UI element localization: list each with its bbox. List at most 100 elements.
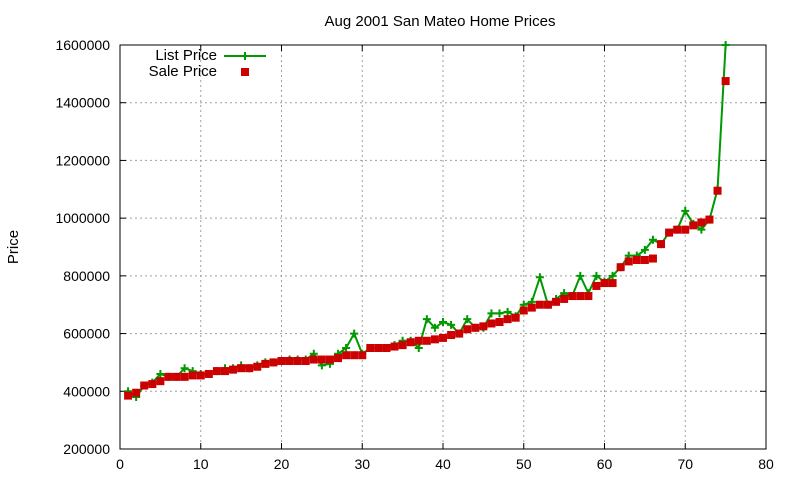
data-point-sale-price	[382, 344, 391, 352]
series-layer	[124, 41, 730, 402]
x-tick-label: 30	[354, 456, 370, 472]
data-point-sale-price	[560, 294, 569, 303]
data-point-sale-price	[212, 367, 221, 376]
data-point-sale-price	[632, 255, 641, 264]
data-point-sale-price	[447, 331, 456, 340]
y-tick-label: 1400000	[55, 95, 110, 111]
data-point-sale-price	[180, 372, 189, 381]
data-point-list-price	[342, 344, 351, 352]
data-point-sale-price	[309, 355, 318, 364]
y-tick-label: 1600000	[55, 37, 110, 53]
data-point-sale-price	[543, 300, 552, 309]
data-point-sale-price	[479, 322, 488, 331]
legend-marker-sale-price	[241, 68, 249, 76]
legend: List Price Sale Price	[149, 47, 266, 80]
data-point-list-price	[592, 271, 601, 280]
data-point-sale-price	[463, 325, 472, 334]
data-point-sale-price	[511, 313, 520, 322]
data-point-sale-price	[358, 351, 367, 360]
data-point-sale-price	[519, 306, 528, 315]
axis-ticks: 0 10 20 30 40 50 60 70 80 200000 400000 600000 80000…	[55, 37, 774, 472]
data-point-list-price	[495, 309, 504, 318]
data-point-list-price	[156, 369, 165, 378]
data-point-list-price	[422, 315, 431, 324]
data-point-sale-price	[269, 358, 278, 367]
data-point-sale-price	[156, 377, 165, 386]
data-point-list-price	[414, 344, 423, 352]
data-point-sale-price	[124, 391, 133, 400]
data-point-sale-price	[245, 364, 254, 373]
x-tick-label: 60	[597, 456, 613, 472]
data-point-sale-price	[624, 257, 633, 266]
x-tick-label: 80	[758, 456, 774, 472]
data-point-sale-price	[164, 372, 173, 381]
data-point-sale-price	[188, 371, 197, 380]
data-point-sale-price	[430, 335, 439, 344]
data-point-list-price	[697, 225, 706, 234]
data-point-sale-price	[220, 367, 229, 376]
data-point-sale-price	[229, 365, 238, 374]
y-tick-label: 600000	[63, 326, 110, 342]
data-point-sale-price	[487, 319, 496, 328]
data-point-sale-price	[414, 336, 423, 345]
data-point-sale-price	[285, 356, 294, 365]
legend-label-list-price: List Price	[155, 47, 217, 64]
data-point-sale-price	[132, 388, 141, 397]
data-point-sale-price	[713, 186, 722, 195]
data-point-list-price	[447, 320, 456, 329]
y-tick-label: 1000000	[55, 210, 110, 226]
data-point-sale-price	[657, 240, 666, 249]
data-point-sale-price	[689, 221, 698, 230]
data-point-sale-price	[390, 342, 399, 351]
data-point-sale-price	[648, 254, 657, 263]
data-point-sale-price	[673, 225, 682, 234]
grid-lines	[120, 45, 766, 449]
data-point-sale-price	[592, 281, 601, 290]
y-tick-label: 200000	[63, 441, 110, 457]
data-point-sale-price	[665, 228, 674, 237]
data-point-sale-price	[576, 292, 585, 301]
data-point-sale-price	[317, 355, 326, 364]
x-tick-label: 40	[435, 456, 451, 472]
data-point-sale-price	[697, 218, 706, 227]
data-point-sale-price	[140, 381, 149, 390]
data-point-sale-price	[334, 354, 343, 363]
data-point-list-price	[430, 323, 439, 332]
data-point-sale-price	[721, 77, 730, 86]
data-point-list-price	[463, 315, 472, 324]
data-point-list-price	[608, 271, 617, 280]
x-tick-label: 20	[274, 456, 290, 472]
data-point-sale-price	[277, 356, 286, 365]
chart-title: Aug 2001 San Mateo Home Prices	[325, 13, 556, 30]
x-tick-label: 0	[116, 456, 124, 472]
data-point-sale-price	[608, 279, 617, 288]
data-point-list-price	[487, 309, 496, 318]
data-point-sale-price	[301, 356, 310, 365]
data-point-sale-price	[172, 372, 181, 381]
data-point-list-price	[503, 307, 512, 316]
data-point-list-price	[535, 273, 544, 282]
data-point-sale-price	[374, 344, 383, 352]
legend-marker-list-price	[241, 52, 249, 60]
x-tick-label: 10	[193, 456, 209, 472]
data-point-sale-price	[552, 297, 561, 306]
data-point-sale-price	[366, 344, 375, 352]
data-point-list-price	[350, 329, 359, 338]
data-point-list-price	[681, 206, 690, 215]
data-point-sale-price	[471, 323, 480, 332]
data-point-sale-price	[261, 359, 270, 368]
data-point-sale-price	[600, 279, 609, 288]
x-tick-label: 70	[677, 456, 693, 472]
data-point-list-price	[439, 318, 447, 327]
y-tick-label: 1200000	[55, 152, 110, 168]
data-point-sale-price	[293, 356, 302, 365]
data-point-sale-price	[503, 315, 512, 324]
data-point-sale-price	[584, 292, 593, 301]
data-point-sale-price	[325, 355, 334, 364]
data-point-sale-price	[705, 215, 714, 224]
data-point-list-price	[648, 235, 657, 244]
data-point-list-price	[640, 245, 649, 254]
data-point-sale-price	[527, 303, 536, 312]
data-point-list-price	[576, 271, 585, 280]
